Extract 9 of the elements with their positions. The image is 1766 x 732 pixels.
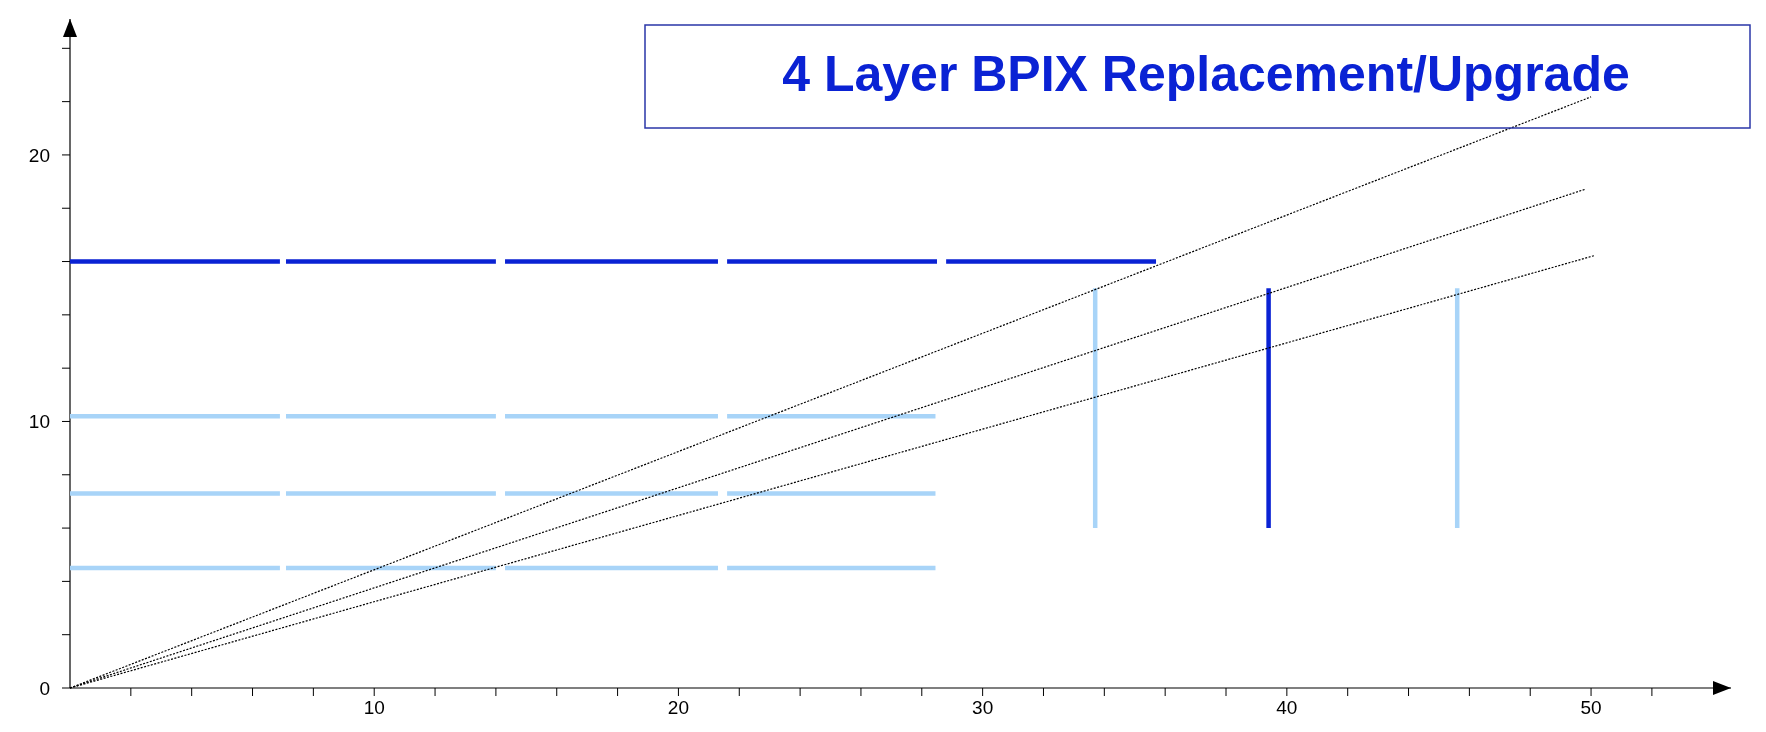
y-tick-label: 0: [39, 678, 50, 699]
x-tick-label: 10: [363, 697, 385, 718]
y-tick-label: 10: [28, 411, 50, 433]
x-tick-label: 20: [667, 697, 689, 718]
x-tick-label: 50: [1580, 697, 1602, 718]
x-tick-label: 40: [1276, 697, 1298, 718]
y-tick-label: 20: [28, 144, 50, 166]
x-tick-label: 30: [972, 697, 994, 718]
text: 4 Layer BPIX Replacement/Upgrade: [782, 46, 1630, 102]
